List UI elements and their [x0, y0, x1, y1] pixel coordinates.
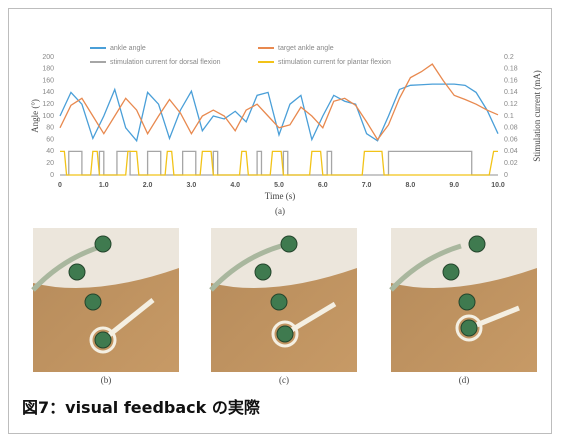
marker: [277, 326, 293, 342]
y-tick-label: 20: [46, 160, 54, 167]
y-tick-label: 100: [42, 113, 54, 120]
y2-tick-label: 0.04: [504, 148, 518, 155]
photo-panels: [33, 228, 537, 372]
x-tick-label: 7.0: [362, 182, 372, 189]
x-axis-title: Time (s): [265, 191, 295, 201]
y2-tick-label: 0.12: [504, 101, 518, 108]
x-tick-label: 0: [58, 182, 62, 189]
marker: [443, 264, 459, 280]
y2-tick-label: 0.16: [504, 77, 518, 84]
legend-label: stimulation current for dorsal flexion: [110, 59, 221, 66]
x-tick-label: 8.0: [406, 182, 416, 189]
y2-axis-title: Stimulation current (mA): [532, 70, 542, 161]
y-tick-label: 0: [50, 172, 54, 179]
x-tick-label: 2.0: [143, 182, 153, 189]
series-line: [60, 151, 498, 175]
y-tick-label: 200: [42, 54, 54, 61]
y2-tick-label: 0.08: [504, 125, 518, 132]
caption: 図7：visual feedback の実際: [22, 394, 260, 418]
marker: [95, 332, 111, 348]
legend-label: ankle angle: [110, 45, 146, 52]
marker: [255, 264, 271, 280]
x-tick-label: 6.0: [318, 182, 328, 189]
photo-label: (c): [279, 375, 289, 385]
photo-label: (b): [101, 375, 112, 385]
x-tick-label: 10.0: [491, 182, 505, 189]
y2-tick-label: 0: [504, 172, 508, 179]
marker: [69, 264, 85, 280]
marker: [95, 236, 111, 252]
y-axis-title: Angle (°): [30, 99, 40, 133]
legend-label: target ankle angle: [278, 45, 334, 52]
marker: [85, 294, 101, 310]
y-tick-label: 80: [46, 125, 54, 132]
marker: [461, 320, 477, 336]
y-tick-label: 160: [42, 77, 54, 84]
y2-tick-label: 0.18: [504, 66, 518, 73]
marker: [459, 294, 475, 310]
marker: [271, 294, 287, 310]
y2-tick-label: 0.06: [504, 136, 518, 143]
y2-tick-label: 0.02: [504, 160, 518, 167]
panel-label: (a): [275, 206, 285, 216]
series-line: [60, 84, 498, 141]
figure: Time (s) (a) Angle (°) Stimulation curre…: [0, 0, 562, 445]
x-tick-label: 5.0: [274, 182, 284, 189]
y-tick-label: 120: [42, 101, 54, 108]
marker: [281, 236, 297, 252]
x-tick-label: 9.0: [449, 182, 459, 189]
marker: [469, 236, 485, 252]
y-tick-label: 40: [46, 148, 54, 155]
x-tick-label: 4.0: [230, 182, 240, 189]
y2-tick-label: 0.2: [504, 54, 514, 61]
page: {"chart_data": {"type": "line", "x": [0,…: [0, 0, 562, 445]
x-tick-label: 1.0: [99, 182, 109, 189]
y2-tick-label: 0.14: [504, 89, 518, 96]
x-tick-label: 3.0: [187, 182, 197, 189]
legend-label: stimulation current for plantar flexion: [278, 59, 391, 66]
y2-tick-label: 0.1: [504, 113, 514, 120]
y-tick-label: 180: [42, 66, 54, 73]
photo-label: (d): [459, 375, 470, 385]
y-tick-label: 60: [46, 136, 54, 143]
y-tick-label: 140: [42, 89, 54, 96]
